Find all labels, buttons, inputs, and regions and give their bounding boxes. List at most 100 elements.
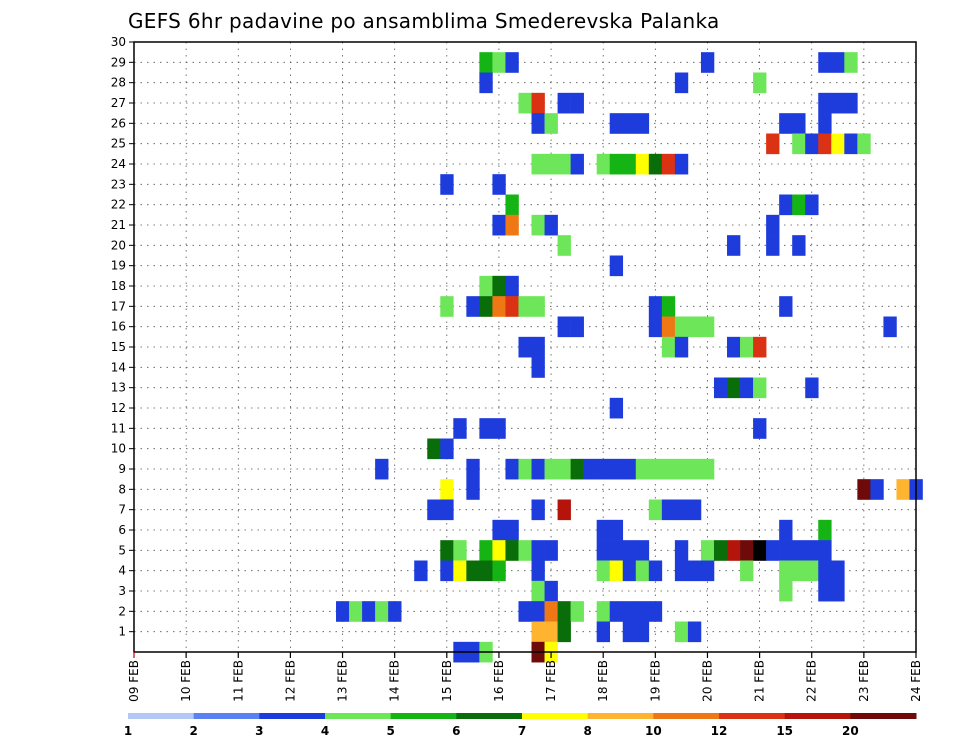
- heatmap-cell: [466, 560, 480, 582]
- legend-swatch: [456, 713, 523, 719]
- heatmap-cell: [440, 540, 454, 561]
- y-tick-label: 10: [111, 442, 126, 456]
- chart-title: GEFS 6hr padavine po ansamblima Smederev…: [128, 9, 720, 33]
- heatmap-cell: [635, 540, 650, 561]
- heatmap-cell: [570, 458, 584, 480]
- heatmap-cell: [779, 519, 793, 541]
- heatmap-cell: [740, 336, 754, 358]
- heatmap-cell: [336, 601, 350, 622]
- heatmap-cell: [831, 580, 845, 602]
- heatmap-cell: [544, 621, 558, 643]
- y-tick-label: 24: [111, 157, 126, 171]
- heatmap-cell: [492, 560, 506, 582]
- heatmap-cell: [870, 479, 884, 500]
- y-tick-label: 26: [111, 116, 126, 130]
- x-tick-label: 21 FEB: [753, 660, 767, 702]
- heatmap-cell: [531, 357, 545, 378]
- heatmap-cell: [518, 296, 532, 317]
- y-axis: 1234567891011121314151617181920212223242…: [111, 35, 134, 639]
- heatmap-cell: [753, 377, 767, 399]
- heatmap-cell: [557, 92, 571, 114]
- x-tick-label: 15 FEB: [440, 660, 454, 702]
- heatmap-cell: [818, 133, 832, 155]
- heatmap-cell: [792, 133, 806, 155]
- heatmap-cell: [857, 479, 871, 500]
- heatmap-cell: [648, 499, 663, 521]
- heatmap-cell: [818, 560, 832, 582]
- heatmap-cell: [414, 560, 428, 582]
- heatmap-cell: [531, 92, 545, 114]
- heatmap-cell: [544, 458, 558, 480]
- legend-swatch: [719, 713, 786, 719]
- y-tick-label: 30: [111, 35, 126, 49]
- heatmap-cell: [453, 560, 467, 582]
- y-tick-label: 5: [118, 543, 126, 557]
- heatmap-cell: [609, 113, 624, 134]
- heatmap-cell: [596, 540, 611, 561]
- heatmap-cell: [687, 316, 702, 338]
- y-tick-label: 11: [111, 421, 126, 435]
- heatmap-cell: [740, 560, 754, 582]
- heatmap-cell: [857, 133, 871, 155]
- heatmap-cell: [479, 52, 493, 73]
- y-tick-label: 3: [118, 584, 126, 598]
- heatmap-cell: [792, 235, 806, 256]
- heatmap-cell: [544, 601, 558, 622]
- heatmap-cell: [492, 296, 506, 317]
- heatmap-cell: [557, 153, 571, 175]
- heatmap-cell: [479, 540, 493, 561]
- y-tick-label: 17: [111, 299, 126, 313]
- heatmap-cell: [753, 336, 767, 358]
- heatmap-cell: [674, 316, 689, 338]
- heatmap-cell: [531, 113, 545, 134]
- heatmap-cell: [531, 621, 545, 643]
- heatmap-cell: [818, 52, 832, 73]
- heatmap-cell: [674, 458, 689, 480]
- legend-swatch: [653, 713, 720, 719]
- heatmap-cell: [544, 153, 558, 175]
- heatmap-cell: [609, 519, 624, 541]
- heatmap-cell: [713, 540, 728, 561]
- heatmap-cell: [492, 214, 506, 236]
- heatmap-cell: [531, 580, 545, 602]
- legend-label: 6: [452, 724, 460, 738]
- heatmap-cell: [557, 601, 571, 622]
- y-tick-label: 12: [111, 401, 126, 415]
- legend-label: 1: [124, 724, 132, 738]
- heatmap-cell: [687, 499, 702, 521]
- y-tick-label: 16: [111, 320, 126, 334]
- heatmap-cell: [531, 458, 545, 480]
- x-tick-label: 16 FEB: [492, 660, 506, 702]
- heatmap-cell: [753, 72, 767, 94]
- heatmap-cell: [622, 560, 637, 582]
- heatmap-cell: [505, 194, 519, 216]
- heatmap-cell: [844, 92, 858, 114]
- heatmap-cell: [388, 601, 402, 622]
- heatmap-cell: [570, 92, 584, 114]
- heatmap-cell: [622, 540, 637, 561]
- heatmap-cells: [336, 52, 923, 663]
- y-tick-label: 25: [111, 137, 126, 151]
- heatmap-cell: [375, 458, 389, 480]
- heatmap-cell: [570, 601, 584, 622]
- heatmap-cell: [779, 560, 793, 582]
- heatmap-cell: [674, 540, 689, 561]
- heatmap-cell: [727, 377, 741, 399]
- heatmap-cell: [831, 560, 845, 582]
- legend-swatch: [128, 713, 195, 719]
- heatmap-cell: [492, 174, 506, 195]
- heatmap-cell: [779, 113, 793, 134]
- heatmap-cell: [440, 296, 454, 317]
- heatmap-cell: [349, 601, 363, 622]
- legend-label: 20: [842, 724, 859, 738]
- heatmap-cell: [635, 601, 650, 622]
- heatmap-cell: [648, 153, 663, 175]
- heatmap-cell: [609, 255, 624, 277]
- legend-swatch: [259, 713, 326, 719]
- heatmap-cell: [648, 296, 663, 317]
- y-tick-label: 20: [111, 238, 126, 252]
- heatmap-cell: [466, 458, 480, 480]
- y-tick-label: 1: [118, 625, 126, 639]
- heatmap-cell: [844, 52, 858, 73]
